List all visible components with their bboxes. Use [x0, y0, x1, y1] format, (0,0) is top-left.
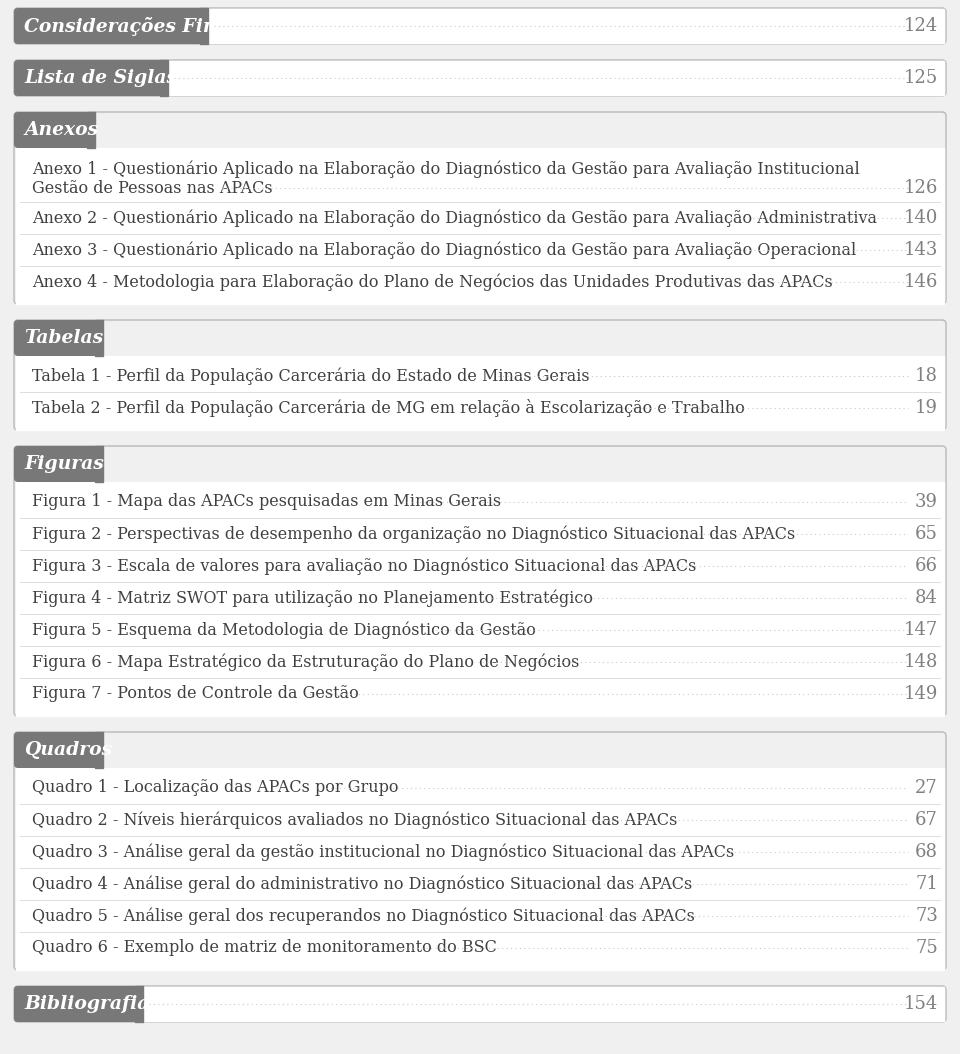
Text: 154: 154: [903, 995, 938, 1013]
Text: Lista de Siglas: Lista de Siglas: [24, 69, 177, 87]
Text: Figura 3 - Escala de valores para avaliação no Diagnóstico Situacional das APACs: Figura 3 - Escala de valores para avalia…: [32, 558, 696, 574]
Bar: [200, 8, 208, 44]
Text: Anexo 4 - Metodologia para Elaboração do Plano de Negócios das Unidades Produtiv: Anexo 4 - Metodologia para Elaboração do…: [32, 273, 832, 291]
FancyBboxPatch shape: [14, 8, 206, 44]
Text: Considerações Finais: Considerações Finais: [24, 17, 247, 36]
FancyBboxPatch shape: [14, 446, 946, 716]
Text: Quadro 4 - Análise geral do administrativo no Diagnóstico Situacional das APACs: Quadro 4 - Análise geral do administrati…: [32, 875, 692, 893]
Text: 147: 147: [903, 621, 938, 639]
Text: 124: 124: [903, 17, 938, 35]
Text: 140: 140: [903, 209, 938, 227]
Text: Quadro 6 - Exemplo de matriz de monitoramento do BSC: Quadro 6 - Exemplo de matriz de monitora…: [32, 939, 497, 956]
FancyBboxPatch shape: [14, 320, 101, 356]
Text: Anexo 1 - Questionário Aplicado na Elaboração do Diagnóstico da Gestão para Aval: Anexo 1 - Questionário Aplicado na Elabo…: [32, 160, 860, 177]
Text: Figuras: Figuras: [24, 455, 104, 473]
Text: 67: 67: [915, 811, 938, 829]
Text: Anexo 3 - Questionário Aplicado na Elaboração do Diagnóstico da Gestão para Aval: Anexo 3 - Questionário Aplicado na Elabo…: [32, 241, 856, 258]
Text: 148: 148: [903, 653, 938, 671]
FancyBboxPatch shape: [14, 60, 946, 96]
Bar: [16, 768, 944, 970]
FancyBboxPatch shape: [14, 112, 946, 304]
Text: 143: 143: [903, 241, 938, 259]
Text: Quadros: Quadros: [24, 741, 112, 759]
Text: 65: 65: [915, 525, 938, 543]
FancyBboxPatch shape: [14, 731, 946, 970]
Text: Tabela 1 - Perfil da População Carcerária do Estado de Minas Gerais: Tabela 1 - Perfil da População Carcerári…: [32, 367, 589, 385]
Text: 125: 125: [903, 69, 938, 87]
Text: 19: 19: [915, 399, 938, 417]
FancyBboxPatch shape: [14, 60, 165, 96]
Text: Quadro 1 - Localização das APACs por Grupo: Quadro 1 - Localização das APACs por Gru…: [32, 780, 398, 797]
Text: Figura 4 - Matriz SWOT para utilização no Planejamento Estratégico: Figura 4 - Matriz SWOT para utilização n…: [32, 589, 593, 607]
Text: Anexo 2 - Questionário Aplicado na Elaboração do Diagnóstico da Gestão para Aval: Anexo 2 - Questionário Aplicado na Elabo…: [32, 210, 877, 227]
Bar: [16, 148, 944, 304]
Text: Figura 2 - Perspectivas de desempenho da organização no Diagnóstico Situacional : Figura 2 - Perspectivas de desempenho da…: [32, 525, 795, 543]
Text: 27: 27: [915, 779, 938, 797]
FancyBboxPatch shape: [14, 112, 92, 148]
Text: Tabela 2 - Perfil da População Carcerária de MG em relação à Escolarização e Tra: Tabela 2 - Perfil da População Carcerári…: [32, 399, 745, 417]
FancyBboxPatch shape: [14, 320, 946, 430]
Text: Figura 5 - Esquema da Metodologia de Diagnóstico da Gestão: Figura 5 - Esquema da Metodologia de Dia…: [32, 621, 536, 639]
Text: 149: 149: [903, 685, 938, 703]
Bar: [16, 482, 944, 716]
Bar: [159, 60, 167, 96]
Text: 126: 126: [903, 179, 938, 197]
Text: 84: 84: [915, 589, 938, 607]
Text: 68: 68: [915, 843, 938, 861]
FancyBboxPatch shape: [14, 985, 946, 1022]
Text: Figura 7 - Pontos de Controle da Gestão: Figura 7 - Pontos de Controle da Gestão: [32, 685, 359, 703]
FancyBboxPatch shape: [14, 985, 141, 1022]
Bar: [95, 446, 103, 482]
Bar: [95, 731, 103, 768]
Text: Figura 6 - Mapa Estratégico da Estruturação do Plano de Negócios: Figura 6 - Mapa Estratégico da Estrutura…: [32, 653, 580, 670]
Bar: [16, 356, 944, 430]
Text: Tabelas: Tabelas: [24, 329, 103, 347]
Text: Figura 1 - Mapa das APACs pesquisadas em Minas Gerais: Figura 1 - Mapa das APACs pesquisadas em…: [32, 493, 501, 510]
Text: 73: 73: [915, 907, 938, 925]
Text: 18: 18: [915, 367, 938, 385]
Text: 146: 146: [903, 273, 938, 291]
FancyBboxPatch shape: [14, 731, 101, 768]
Text: 71: 71: [915, 875, 938, 893]
Text: 75: 75: [915, 939, 938, 957]
Text: 39: 39: [915, 493, 938, 511]
Text: Quadro 2 - Níveis hierárquicos avaliados no Diagnóstico Situacional das APACs: Quadro 2 - Níveis hierárquicos avaliados…: [32, 812, 678, 828]
Bar: [86, 112, 95, 148]
Bar: [167, 61, 944, 95]
Text: Quadro 3 - Análise geral da gestão institucional no Diagnóstico Situacional das : Quadro 3 - Análise geral da gestão insti…: [32, 843, 734, 861]
Text: Gestão de Pessoas nas APACs: Gestão de Pessoas nas APACs: [32, 180, 273, 197]
Bar: [95, 320, 103, 356]
FancyBboxPatch shape: [14, 8, 946, 44]
Text: Quadro 5 - Análise geral dos recuperandos no Diagnóstico Situacional das APACs: Quadro 5 - Análise geral dos recuperando…: [32, 907, 695, 924]
Text: Anexos: Anexos: [24, 121, 98, 139]
FancyBboxPatch shape: [14, 446, 101, 482]
Bar: [208, 9, 944, 43]
Text: Bibliografia: Bibliografia: [24, 995, 150, 1013]
Text: 66: 66: [915, 557, 938, 575]
Bar: [143, 987, 944, 1021]
Bar: [135, 985, 143, 1022]
